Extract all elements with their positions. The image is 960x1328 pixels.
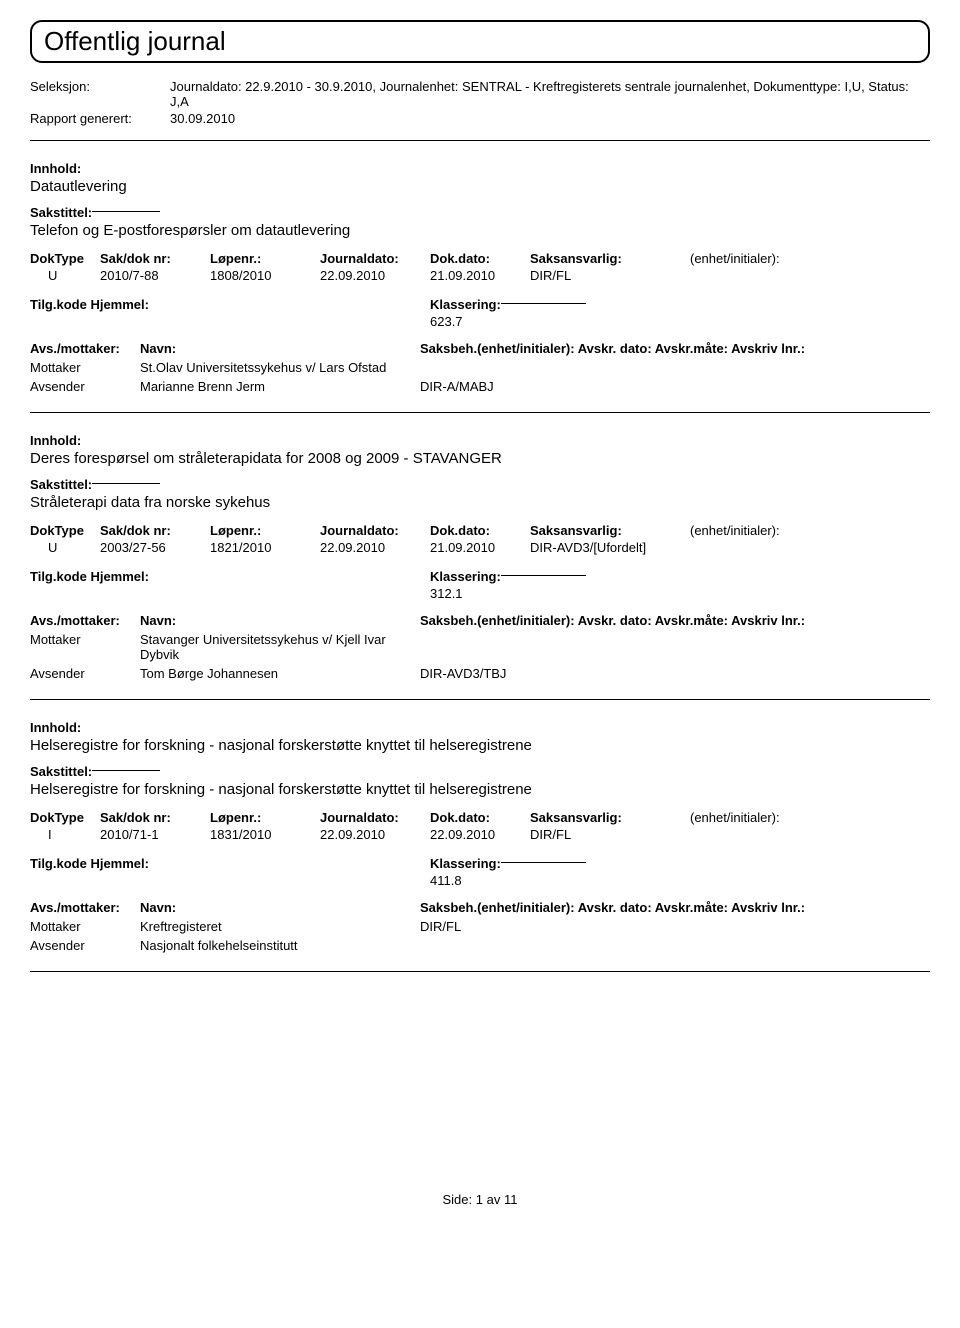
saksbeh-label: Saksbeh.(enhet/initialer): Avskr. dato: … (420, 613, 930, 628)
avsmottaker-label: Avs./mottaker: (30, 900, 140, 915)
klassering-value: 312.1 (430, 586, 930, 601)
col-enhetinit: (enhet/initialer): (690, 251, 930, 266)
divider-entry (30, 971, 930, 972)
col-doktype: DokType (30, 251, 100, 266)
klassering-label: Klassering: (430, 569, 930, 584)
val-dokdato: 21.09.2010 (430, 540, 530, 555)
journal-entry: Innhold: Deres forespørsel om stråletera… (30, 433, 930, 681)
avsender-label: Avsender (30, 666, 140, 681)
col-dokdato: Dok.dato: (430, 523, 530, 538)
val-saksansvarlig: DIR/FL (530, 268, 690, 283)
col-sakdok: Sak/dok nr: (100, 523, 210, 538)
val-doktype: I (30, 827, 100, 842)
val-lopenr: 1808/2010 (210, 268, 320, 283)
col-lopenr: Løpenr.: (210, 523, 320, 538)
col-dokdato: Dok.dato: (430, 251, 530, 266)
header-meta: Seleksjon: Journaldato: 22.9.2010 - 30.9… (30, 79, 930, 126)
avsender-code: DIR-AVD3/TBJ (420, 666, 930, 681)
tilgkode-label: Tilg.kode Hjemmel: (30, 856, 430, 888)
avsender-name: Tom Børge Johannesen (140, 666, 420, 681)
col-enhetinit: (enhet/initialer): (690, 810, 930, 825)
divider-top (30, 140, 930, 141)
col-doktype: DokType (30, 810, 100, 825)
navn-label: Navn: (140, 900, 420, 915)
val-sakdok: 2010/71-1 (100, 827, 210, 842)
sakstittel-label: Sakstittel: (30, 764, 930, 779)
mottaker-name: St.Olav Universitetssykehus v/ Lars Ofst… (140, 360, 420, 375)
page-title: Offentlig journal (44, 26, 916, 57)
mottaker-code: DIR/FL (420, 919, 930, 934)
col-dokdato: Dok.dato: (430, 810, 530, 825)
val-sakdok: 2010/7-88 (100, 268, 210, 283)
sakstittel-text: Helseregistre for forskning - nasjonal f… (30, 781, 930, 798)
avsmottaker-label: Avs./mottaker: (30, 341, 140, 356)
rapport-label: Rapport generert: (30, 111, 170, 126)
col-saksansvarlig: Saksansvarlig: (530, 810, 690, 825)
val-sakdok: 2003/27-56 (100, 540, 210, 555)
mottaker-label: Mottaker (30, 919, 140, 934)
val-doktype: U (30, 540, 100, 555)
innhold-text: Deres forespørsel om stråleterapidata fo… (30, 450, 930, 467)
seleksjon-value: Journaldato: 22.9.2010 - 30.9.2010, Jour… (170, 79, 930, 109)
avsender-name: Nasjonalt folkehelseinstitutt (140, 938, 420, 953)
col-journaldato: Journaldato: (320, 251, 430, 266)
avsender-code: DIR-A/MABJ (420, 379, 930, 394)
avsender-label: Avsender (30, 938, 140, 953)
mottaker-label: Mottaker (30, 360, 140, 375)
col-sakdok: Sak/dok nr: (100, 251, 210, 266)
innhold-label: Innhold: (30, 161, 930, 176)
page-footer: Side: 1 av 11 (30, 1192, 930, 1207)
val-saksansvarlig: DIR/FL (530, 827, 690, 842)
navn-label: Navn: (140, 613, 420, 628)
klassering-label: Klassering: (430, 297, 930, 312)
klassering-value: 411.8 (430, 873, 930, 888)
innhold-text: Helseregistre for forskning - nasjonal f… (30, 737, 930, 754)
col-lopenr: Løpenr.: (210, 251, 320, 266)
klassering-value: 623.7 (430, 314, 930, 329)
avsender-label: Avsender (30, 379, 140, 394)
journal-entry: Innhold: Helseregistre for forskning - n… (30, 720, 930, 953)
col-journaldato: Journaldato: (320, 810, 430, 825)
sakstittel-text: Telefon og E-postforespørsler om datautl… (30, 222, 930, 239)
innhold-text: Datautlevering (30, 178, 930, 195)
title-box: Offentlig journal (30, 20, 930, 63)
val-journaldato: 22.09.2010 (320, 827, 430, 842)
col-sakdok: Sak/dok nr: (100, 810, 210, 825)
col-saksansvarlig: Saksansvarlig: (530, 251, 690, 266)
val-lopenr: 1821/2010 (210, 540, 320, 555)
avsmottaker-label: Avs./mottaker: (30, 613, 140, 628)
seleksjon-label: Seleksjon: (30, 79, 170, 109)
tilgkode-label: Tilg.kode Hjemmel: (30, 569, 430, 601)
mottaker-name: Kreftregisteret (140, 919, 420, 934)
val-saksansvarlig: DIR-AVD3/[Ufordelt] (530, 540, 690, 555)
journal-entry: Innhold: Datautlevering Sakstittel: Tele… (30, 161, 930, 394)
mottaker-label: Mottaker (30, 632, 140, 647)
sakstittel-label: Sakstittel: (30, 477, 930, 492)
innhold-label: Innhold: (30, 433, 930, 448)
mottaker-name: Stavanger Universitetssykehus v/ Kjell I… (140, 632, 420, 662)
val-dokdato: 22.09.2010 (430, 827, 530, 842)
avsender-name: Marianne Brenn Jerm (140, 379, 420, 394)
tilgkode-label: Tilg.kode Hjemmel: (30, 297, 430, 329)
col-lopenr: Løpenr.: (210, 810, 320, 825)
sakstittel-label: Sakstittel: (30, 205, 930, 220)
val-journaldato: 22.09.2010 (320, 540, 430, 555)
innhold-label: Innhold: (30, 720, 930, 735)
divider-entry (30, 699, 930, 700)
divider-entry (30, 412, 930, 413)
rapport-value: 30.09.2010 (170, 111, 930, 126)
col-doktype: DokType (30, 523, 100, 538)
val-dokdato: 21.09.2010 (430, 268, 530, 283)
col-enhetinit: (enhet/initialer): (690, 523, 930, 538)
col-journaldato: Journaldato: (320, 523, 430, 538)
klassering-label: Klassering: (430, 856, 930, 871)
saksbeh-label: Saksbeh.(enhet/initialer): Avskr. dato: … (420, 341, 930, 356)
val-doktype: U (30, 268, 100, 283)
val-journaldato: 22.09.2010 (320, 268, 430, 283)
col-saksansvarlig: Saksansvarlig: (530, 523, 690, 538)
navn-label: Navn: (140, 341, 420, 356)
val-lopenr: 1831/2010 (210, 827, 320, 842)
sakstittel-text: Stråleterapi data fra norske sykehus (30, 494, 930, 511)
saksbeh-label: Saksbeh.(enhet/initialer): Avskr. dato: … (420, 900, 930, 915)
